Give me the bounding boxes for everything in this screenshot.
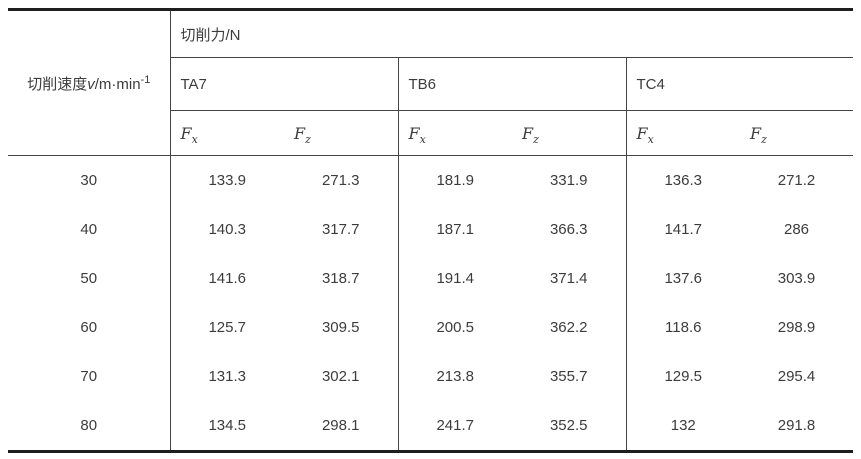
value-cell: 191.4 — [397, 254, 512, 303]
value-cell: 286 — [783, 221, 810, 238]
fz-header-ta7: Fz — [284, 110, 398, 156]
value-cell: 366.3 — [549, 221, 588, 238]
value-cell: 298.9 — [777, 319, 816, 336]
value-cell: 200.5 — [397, 303, 512, 352]
table-row: 80 134.5 298.1 241.7 352.5 132 291.8 — [8, 401, 853, 452]
speed-unit-exponent: -1 — [140, 73, 151, 86]
table-row: 70 131.3 302.1 213.8 355.7 129.5 295.4 — [8, 352, 853, 401]
group-header-ta7: TA7 — [169, 57, 398, 111]
value-cell: 129.5 — [625, 352, 740, 401]
value-cell: 136.3 — [625, 155, 740, 205]
speed-header-prefix: 切削速度 — [27, 75, 88, 93]
value-cell: 303.9 — [777, 270, 816, 287]
value-cell: 213.8 — [397, 352, 512, 401]
value-cell: 241.7 — [397, 401, 512, 452]
value-cell: 295.4 — [777, 368, 816, 385]
value-cell: 118.6 — [625, 303, 740, 352]
speed-unit: /m·min — [94, 75, 141, 93]
value-cell: 181.9 — [397, 155, 512, 205]
speed-header-cell: 切削速度v/m·min-1 — [8, 9, 170, 156]
value-cell: 371.4 — [549, 270, 588, 287]
fx-header-ta7: Fx — [169, 110, 284, 156]
value-cell: 318.7 — [321, 270, 360, 287]
speed-cell: 40 — [80, 221, 98, 238]
fx-header-tb6: Fx — [397, 110, 512, 156]
value-cell: 291.8 — [777, 417, 816, 434]
value-cell: 131.3 — [169, 352, 284, 401]
value-cell: 271.2 — [777, 172, 816, 189]
value-cell: 317.7 — [321, 221, 360, 238]
value-cell: 141.7 — [625, 205, 740, 254]
cutting-force-table: 切削速度v/m·min-1 切削力/N TA7 TB6 TC4 Fx Fz Fx… — [8, 8, 854, 453]
value-cell: 132 — [625, 401, 740, 452]
value-cell: 309.5 — [321, 319, 360, 336]
table-row: 40 140.3 317.7 187.1 366.3 141.7 286 — [8, 205, 853, 254]
group-header-tb6: TB6 — [397, 57, 626, 111]
value-cell: 140.3 — [169, 205, 284, 254]
speed-symbol: v — [87, 75, 95, 93]
speed-cell: 50 — [80, 270, 98, 287]
force-header-cell: 切削力/N — [169, 9, 854, 58]
value-cell: 125.7 — [169, 303, 284, 352]
value-cell: 355.7 — [549, 368, 588, 385]
fz-header-tb6: Fz — [512, 110, 626, 156]
table-row: 50 141.6 318.7 191.4 371.4 137.6 303.9 — [8, 254, 853, 303]
value-cell: 331.9 — [549, 172, 588, 189]
value-cell: 352.5 — [549, 417, 588, 434]
speed-cell: 60 — [80, 319, 98, 336]
speed-cell: 30 — [80, 172, 98, 189]
speed-cell: 80 — [80, 417, 98, 434]
speed-cell: 70 — [80, 368, 98, 385]
fx-header-tc4: Fx — [625, 110, 740, 156]
fz-header-tc4: Fz — [740, 110, 854, 156]
value-cell: 298.1 — [321, 417, 360, 434]
table-row: 60 125.7 309.5 200.5 362.2 118.6 298.9 — [8, 303, 853, 352]
value-cell: 271.3 — [321, 172, 360, 189]
value-cell: 133.9 — [169, 155, 284, 205]
value-cell: 187.1 — [397, 205, 512, 254]
table-row: 30 133.9 271.3 181.9 331.9 136.3 271.2 — [8, 155, 853, 205]
value-cell: 302.1 — [321, 368, 360, 385]
value-cell: 137.6 — [625, 254, 740, 303]
group-header-tc4: TC4 — [625, 57, 854, 111]
value-cell: 134.5 — [169, 401, 284, 452]
value-cell: 141.6 — [169, 254, 284, 303]
value-cell: 362.2 — [549, 319, 588, 336]
